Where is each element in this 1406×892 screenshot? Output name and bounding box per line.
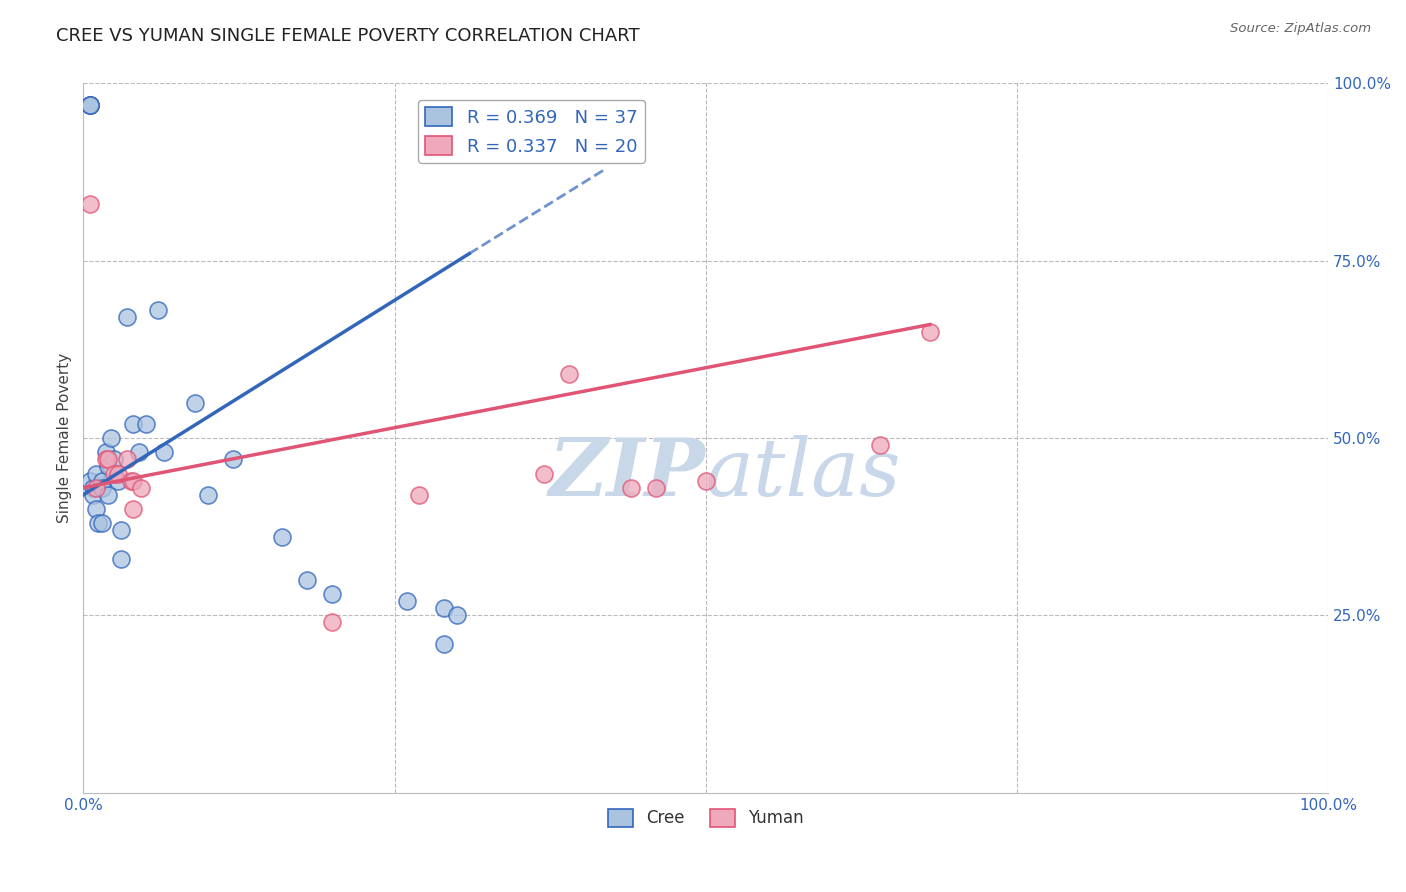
Point bbox=[321, 587, 343, 601]
Point bbox=[82, 481, 104, 495]
Point bbox=[271, 530, 294, 544]
Point bbox=[297, 573, 319, 587]
Point bbox=[153, 445, 176, 459]
Point bbox=[110, 523, 132, 537]
Point bbox=[79, 97, 101, 112]
Point bbox=[79, 97, 101, 112]
Point bbox=[533, 467, 555, 481]
Point bbox=[221, 452, 243, 467]
Text: CREE VS YUMAN SINGLE FEMALE POVERTY CORRELATION CHART: CREE VS YUMAN SINGLE FEMALE POVERTY CORR… bbox=[56, 27, 640, 45]
Point bbox=[446, 608, 468, 623]
Point bbox=[128, 445, 150, 459]
Point bbox=[146, 303, 169, 318]
Point bbox=[103, 467, 125, 481]
Y-axis label: Single Female Poverty: Single Female Poverty bbox=[58, 353, 72, 524]
Point bbox=[94, 452, 117, 467]
Point bbox=[79, 197, 101, 211]
Point bbox=[122, 474, 145, 488]
Text: Source: ZipAtlas.com: Source: ZipAtlas.com bbox=[1230, 22, 1371, 36]
Point bbox=[395, 594, 418, 608]
Point bbox=[84, 502, 107, 516]
Point bbox=[122, 502, 145, 516]
Point bbox=[79, 97, 101, 112]
Point bbox=[321, 615, 343, 630]
Point bbox=[82, 488, 104, 502]
Point bbox=[103, 452, 125, 467]
Text: ZIP: ZIP bbox=[548, 434, 706, 512]
Point bbox=[197, 488, 219, 502]
Point bbox=[695, 474, 717, 488]
Point bbox=[97, 459, 120, 474]
Point bbox=[84, 467, 107, 481]
Point bbox=[79, 97, 101, 112]
Point bbox=[135, 417, 157, 431]
Point bbox=[122, 417, 145, 431]
Point bbox=[79, 474, 101, 488]
Point bbox=[869, 438, 891, 452]
Point bbox=[87, 516, 110, 530]
Point bbox=[94, 445, 117, 459]
Point bbox=[97, 488, 120, 502]
Point bbox=[558, 368, 581, 382]
Point bbox=[115, 310, 138, 325]
Point bbox=[107, 467, 129, 481]
Point bbox=[918, 325, 941, 339]
Point bbox=[91, 474, 114, 488]
Point bbox=[115, 452, 138, 467]
Point bbox=[408, 488, 430, 502]
Point bbox=[433, 601, 456, 615]
Point bbox=[100, 431, 122, 445]
Text: atlas: atlas bbox=[706, 434, 901, 512]
Point bbox=[184, 395, 207, 409]
Point bbox=[120, 474, 142, 488]
Point bbox=[433, 637, 456, 651]
Point bbox=[110, 551, 132, 566]
Point bbox=[620, 481, 643, 495]
Point bbox=[107, 474, 129, 488]
Legend: Cree, Yuman: Cree, Yuman bbox=[602, 802, 810, 834]
Point bbox=[84, 481, 107, 495]
Point bbox=[91, 481, 114, 495]
Point bbox=[645, 481, 668, 495]
Point bbox=[91, 516, 114, 530]
Point bbox=[97, 452, 120, 467]
Point bbox=[129, 481, 152, 495]
